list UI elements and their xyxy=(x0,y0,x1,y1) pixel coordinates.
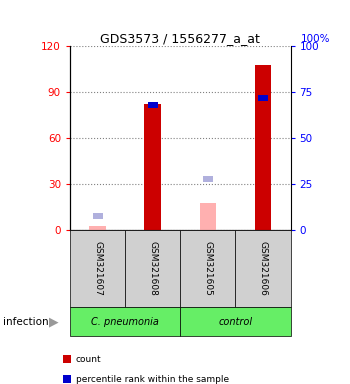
Text: control: control xyxy=(218,316,252,327)
Text: C. pneumonia: C. pneumonia xyxy=(91,316,159,327)
Text: GSM321606: GSM321606 xyxy=(258,242,267,296)
Bar xyxy=(255,65,271,230)
Bar xyxy=(258,94,268,101)
Bar xyxy=(145,104,161,230)
Bar xyxy=(89,226,106,230)
Text: GSM321608: GSM321608 xyxy=(148,242,157,296)
Bar xyxy=(199,203,216,230)
Text: 100%: 100% xyxy=(301,34,330,44)
Text: count: count xyxy=(76,354,102,364)
Title: GDS3573 / 1556277_a_at: GDS3573 / 1556277_a_at xyxy=(100,32,260,45)
Text: infection: infection xyxy=(4,316,49,327)
Bar xyxy=(203,176,213,182)
Bar xyxy=(93,213,103,219)
Text: ▶: ▶ xyxy=(49,315,59,328)
Text: GSM321607: GSM321607 xyxy=(93,242,102,296)
Bar xyxy=(148,102,158,108)
Text: GSM321605: GSM321605 xyxy=(203,242,212,296)
Bar xyxy=(89,227,106,230)
Text: percentile rank within the sample: percentile rank within the sample xyxy=(76,374,229,384)
